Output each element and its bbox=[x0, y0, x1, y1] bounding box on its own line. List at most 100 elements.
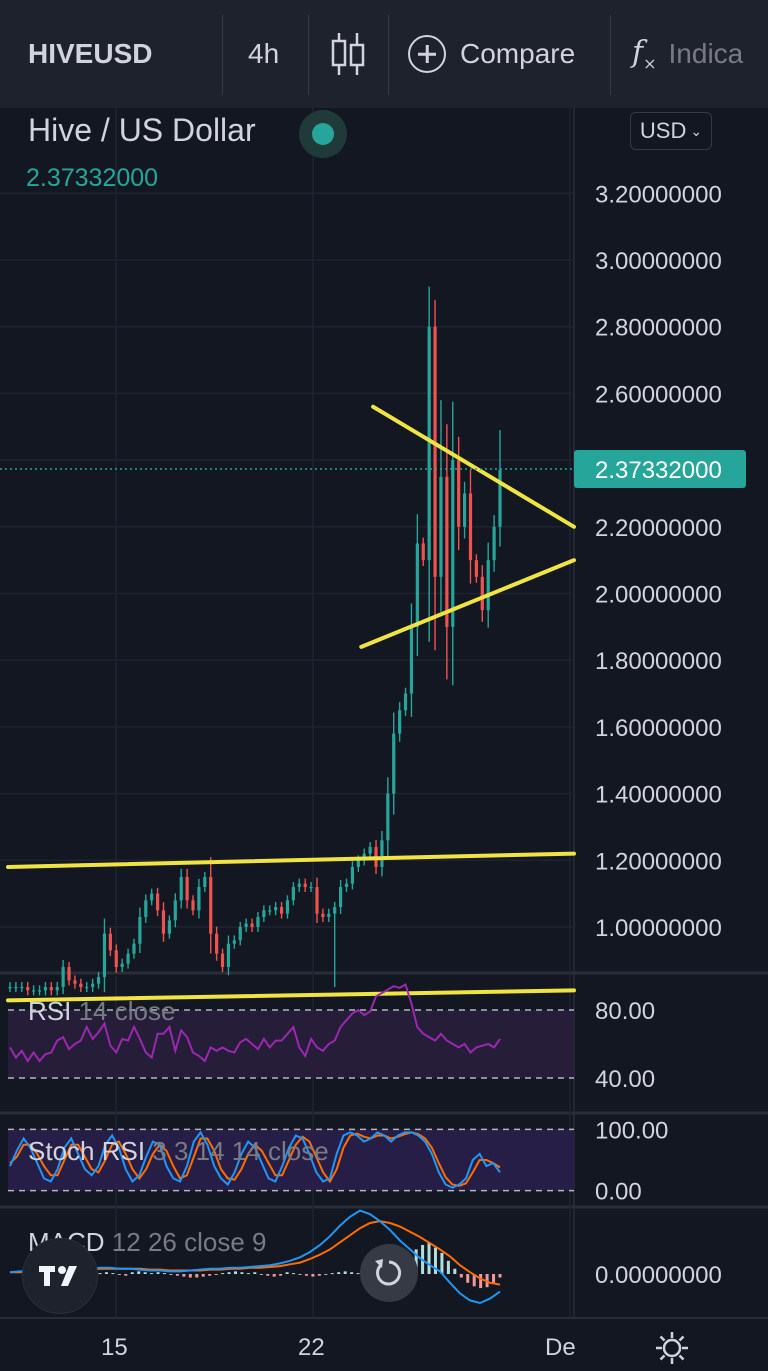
triangle-upper-trendline bbox=[371, 404, 576, 529]
stoch-rsi-legend[interactable]: Stoch RSI 3 3 14 14 close bbox=[28, 1136, 329, 1167]
toolbar-divider bbox=[222, 15, 223, 95]
candle-body bbox=[26, 987, 30, 991]
candle-body bbox=[191, 900, 195, 911]
macd-histogram-bar bbox=[414, 1249, 418, 1274]
xaxis-label-22: 22 bbox=[298, 1334, 325, 1361]
macd-histogram-bar bbox=[182, 1274, 186, 1277]
price-axis-tick: 2.60000000 bbox=[595, 381, 722, 408]
candle-body bbox=[238, 927, 242, 941]
candle-body bbox=[457, 460, 461, 527]
candle-body bbox=[79, 983, 83, 988]
macd-histogram-bar bbox=[279, 1274, 283, 1276]
macd-histogram-bar bbox=[214, 1274, 218, 1275]
candle-body bbox=[368, 846, 372, 854]
macd-histogram-bar bbox=[343, 1271, 347, 1274]
support-trendline bbox=[6, 988, 576, 1003]
price-axis-tick: 1.80000000 bbox=[595, 648, 722, 675]
add-circle-icon bbox=[408, 35, 446, 73]
macd-params: 12 26 close 9 bbox=[111, 1227, 267, 1257]
candle-body bbox=[439, 476, 443, 577]
rsi-legend[interactable]: RSI 14 close bbox=[28, 996, 175, 1027]
macd-histogram-bar bbox=[311, 1274, 315, 1277]
candle-body bbox=[356, 860, 360, 867]
macd-histogram-bar bbox=[208, 1274, 212, 1276]
tradingview-logo[interactable] bbox=[22, 1238, 98, 1314]
macd-histogram-bar bbox=[175, 1274, 179, 1276]
candle-body bbox=[433, 326, 437, 577]
function-icon: f× bbox=[632, 35, 657, 73]
price-axis-tick: 2.00000000 bbox=[595, 582, 722, 609]
xaxis-label-15: 15 bbox=[101, 1334, 128, 1361]
stoch-rsi-name: Stoch RSI bbox=[28, 1136, 146, 1166]
price-axis-tick: 2.20000000 bbox=[595, 515, 722, 542]
macd-histogram-bar bbox=[356, 1273, 360, 1275]
rsi-axis-tick: 40.00 bbox=[595, 1066, 655, 1093]
compare-label: Compare bbox=[460, 38, 576, 69]
chart-type-button[interactable] bbox=[330, 0, 366, 108]
macd-histogram-bar bbox=[117, 1274, 121, 1275]
candle-body bbox=[303, 883, 307, 887]
candle-body bbox=[203, 876, 207, 887]
stoch-rsi-params: 3 3 14 14 close bbox=[152, 1136, 329, 1166]
candle-body bbox=[226, 943, 231, 968]
candle-body bbox=[427, 326, 431, 561]
macd-histogram-bar bbox=[150, 1273, 154, 1275]
reset-chart-button[interactable] bbox=[360, 1244, 418, 1302]
macd-histogram-bar bbox=[304, 1274, 308, 1276]
macd-histogram-bar bbox=[259, 1274, 263, 1275]
candle-body bbox=[132, 943, 136, 954]
macd-histogram-bar bbox=[498, 1274, 502, 1278]
candle-body bbox=[179, 876, 183, 901]
last-price-marker bbox=[574, 449, 746, 488]
macd-histogram-bar bbox=[156, 1272, 160, 1274]
candle-body bbox=[468, 493, 473, 561]
candle-body bbox=[37, 990, 42, 992]
candle-body bbox=[474, 560, 478, 577]
macd-histogram-bar bbox=[111, 1273, 115, 1275]
macd-histogram-bar bbox=[272, 1274, 276, 1277]
price-axis-tick: 1.60000000 bbox=[595, 715, 722, 742]
candle-body bbox=[73, 980, 77, 984]
macd-histogram-bar bbox=[137, 1271, 141, 1274]
candle-body bbox=[315, 886, 319, 914]
gear-icon bbox=[656, 1332, 688, 1364]
indicators-button[interactable]: f× Indica bbox=[632, 0, 743, 108]
chart-settings-button[interactable] bbox=[654, 1330, 690, 1371]
price-chart[interactable]: 3.20000000 3.00000000 2.80000000 2.60000000… bbox=[0, 108, 768, 1370]
candle-body bbox=[339, 886, 343, 907]
reset-icon bbox=[375, 1259, 402, 1286]
candle-body bbox=[32, 990, 36, 992]
resistance-trendline bbox=[6, 851, 576, 869]
candle-body bbox=[155, 893, 160, 911]
market-status-indicator[interactable] bbox=[299, 110, 347, 158]
candle-body bbox=[185, 876, 189, 901]
macd-histogram-bar bbox=[163, 1273, 167, 1275]
currency-select[interactable]: USD ⌄ bbox=[630, 112, 712, 150]
candle-body bbox=[167, 920, 171, 934]
candle-body bbox=[55, 987, 59, 991]
candle-body bbox=[492, 526, 496, 561]
candle-body bbox=[8, 987, 12, 989]
triangle-lower-trendline bbox=[359, 558, 576, 649]
rsi-name: RSI bbox=[28, 996, 72, 1026]
price-axis-tick: 3.00000000 bbox=[595, 248, 722, 275]
rsi-line bbox=[9, 983, 501, 1063]
symbol-button[interactable]: HIVEUSD bbox=[28, 38, 153, 69]
macd-histogram-bar bbox=[292, 1273, 296, 1275]
toolbar-divider bbox=[388, 15, 389, 95]
candle-body bbox=[279, 906, 284, 914]
candle-body bbox=[285, 900, 290, 914]
candle-body bbox=[274, 906, 278, 911]
candle-body bbox=[67, 967, 71, 981]
compare-button[interactable]: Compare bbox=[408, 0, 575, 108]
candle-body bbox=[215, 933, 219, 954]
macd-histogram-bar bbox=[285, 1272, 289, 1274]
price-axis-tick: 1.40000000 bbox=[595, 782, 722, 809]
interval-button[interactable]: 4h bbox=[248, 38, 280, 69]
macd-axis-tick: 0.00000000 bbox=[595, 1262, 722, 1289]
macd-histogram-bar bbox=[446, 1260, 450, 1274]
macd-histogram-bar bbox=[246, 1273, 250, 1275]
macd-histogram-bar bbox=[188, 1274, 192, 1278]
macd-histogram-bar bbox=[350, 1272, 354, 1274]
candle-body bbox=[250, 923, 254, 927]
